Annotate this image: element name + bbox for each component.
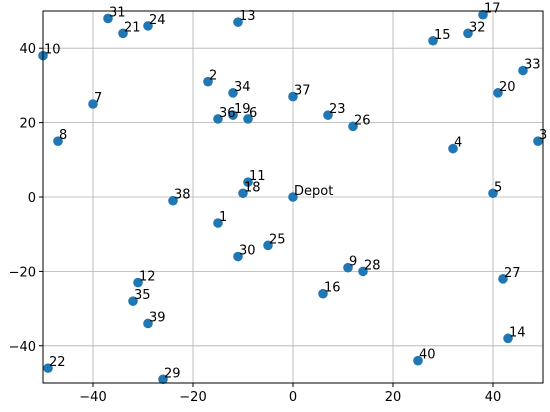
- point-label: 38: [174, 188, 191, 203]
- y-tick-label: −20: [9, 265, 36, 280]
- scatter-point: [478, 9, 488, 20]
- point-label: 26: [354, 113, 371, 128]
- scatter-point: [168, 195, 178, 206]
- point-label: 33: [524, 58, 541, 73]
- scatter-point: [228, 88, 238, 98]
- scatter-point: [348, 121, 358, 132]
- scatter-point: [158, 374, 168, 385]
- point-label: 35: [134, 288, 151, 303]
- scatter-point: [533, 136, 543, 146]
- scatter-point: [448, 143, 458, 154]
- x-tick-label: 0: [289, 390, 297, 405]
- point-label: 21: [124, 20, 141, 35]
- point-label: 36: [219, 106, 236, 121]
- point-label: 9: [349, 255, 357, 270]
- scatter-point: [428, 35, 438, 46]
- scatter-point: [118, 28, 128, 39]
- point-label: 16: [324, 281, 341, 296]
- point-label: 6: [249, 106, 257, 121]
- scatter-point: [43, 363, 53, 373]
- point-label: 30: [239, 244, 256, 259]
- point-label: 5: [494, 180, 502, 195]
- point-label: 37: [294, 84, 311, 99]
- scatter-point: [233, 251, 243, 262]
- point-label: 13: [239, 9, 256, 24]
- x-tick-label: 40: [485, 390, 502, 405]
- point-label: 14: [509, 325, 526, 340]
- point-label: 25: [269, 232, 286, 247]
- point-labels: Depot12345678910111213141516171819202122…: [44, 2, 547, 382]
- scatter-point: [228, 110, 238, 120]
- y-tick-label: 40: [19, 42, 36, 57]
- scatter-point: [318, 288, 328, 299]
- point-label: 40: [419, 348, 436, 363]
- point-label: 15: [434, 28, 451, 43]
- point-label: 20: [499, 80, 516, 95]
- scatter-point: [88, 99, 98, 109]
- scatter-point: [503, 333, 513, 344]
- scatter-point: [213, 114, 223, 124]
- scatter-point: [213, 218, 223, 228]
- point-label: 7: [94, 91, 102, 106]
- scatter-point: [53, 136, 63, 146]
- scatter-point: [233, 17, 243, 27]
- scatter-point: [288, 192, 298, 202]
- scatter-point: [493, 88, 503, 98]
- scatter-point: [488, 188, 498, 199]
- point-label: 28: [364, 258, 381, 273]
- point-label: 11: [249, 169, 266, 184]
- point-label: 19: [234, 102, 251, 117]
- scatter-point: [238, 188, 248, 199]
- scatter-point: [343, 262, 353, 273]
- scatter-point: [143, 21, 153, 31]
- point-label: Depot: [294, 184, 333, 199]
- scatter-point: [103, 13, 113, 24]
- point-label: 34: [234, 80, 251, 95]
- point-label: 23: [329, 102, 346, 117]
- scatter-point: [263, 240, 273, 251]
- scatter-point: [358, 266, 368, 277]
- y-tick-label: 0: [28, 191, 36, 206]
- point-label: 4: [454, 136, 462, 151]
- scatter-point: [243, 177, 253, 187]
- point-label: 12: [139, 270, 156, 285]
- scatter-point: [143, 318, 153, 329]
- point-label: 39: [149, 310, 166, 325]
- scatter-point: [128, 296, 138, 306]
- point-label: 17: [484, 2, 501, 17]
- y-tick-label: −40: [9, 340, 36, 355]
- point-label: 31: [109, 5, 126, 20]
- point-label: 1: [219, 210, 227, 225]
- scatter-point: [133, 277, 143, 288]
- point-label: 24: [149, 13, 166, 28]
- scatter-point: [203, 76, 213, 87]
- point-label: 27: [504, 266, 521, 281]
- x-tick-label: 20: [385, 390, 402, 405]
- data-points: [38, 9, 543, 385]
- point-label: 2: [209, 69, 217, 84]
- x-tick-label: −20: [179, 390, 206, 405]
- x-tick-label: −40: [79, 390, 106, 405]
- point-label: 18: [244, 180, 261, 195]
- point-label: 10: [44, 43, 61, 58]
- y-tick-label: 20: [19, 117, 36, 132]
- point-label: 8: [59, 128, 67, 143]
- scatter-point: [243, 114, 253, 124]
- scatter-point: [518, 65, 528, 76]
- scatter-point: [323, 110, 333, 120]
- point-label: 22: [49, 355, 66, 370]
- plot-frame: [42, 10, 544, 384]
- point-label: 29: [164, 366, 181, 381]
- scatter-point: [498, 274, 508, 284]
- scatter-point: [463, 28, 473, 39]
- axis-ticks: −40 −20 0 20 40 −40 −20 0 20 40: [9, 42, 502, 405]
- point-label: 32: [469, 20, 486, 35]
- scatter-point: [288, 91, 298, 102]
- scatter-point: [413, 355, 423, 366]
